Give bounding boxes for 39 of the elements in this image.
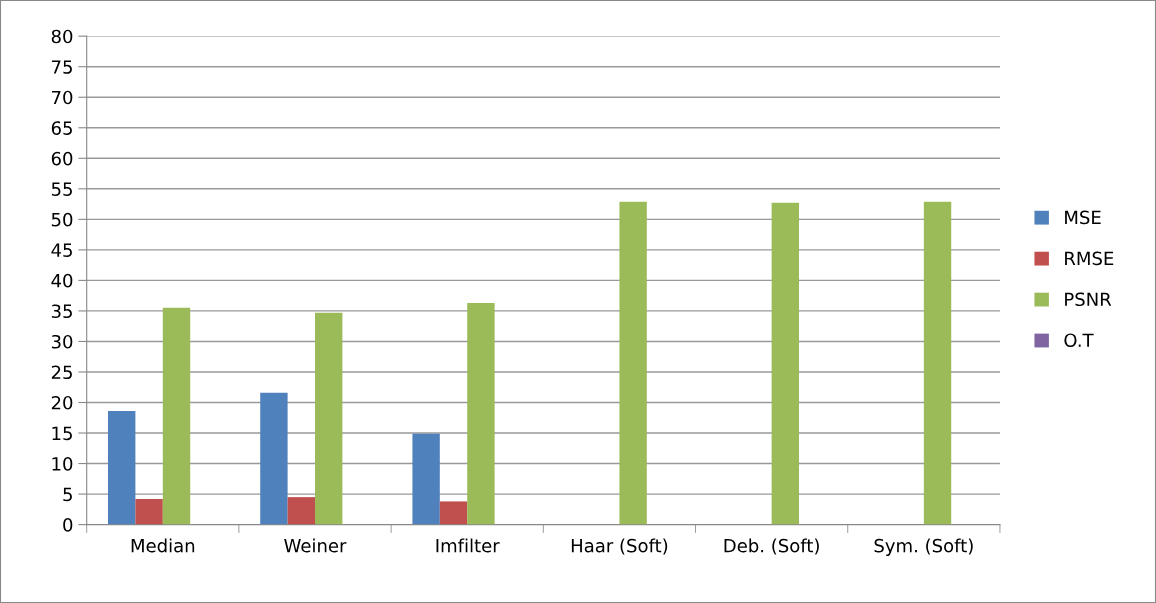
y-tick-label: 75 (52, 60, 72, 74)
y-tick-label: 50 (51, 212, 73, 227)
y-tick-label: 30 (51, 334, 73, 349)
x-tick-label: Haar (Soft) (571, 538, 668, 555)
y-tick-label: 55 (51, 182, 72, 196)
bar (439, 501, 468, 525)
bar (260, 392, 288, 525)
bar (467, 302, 495, 525)
bar (287, 497, 316, 525)
y-tick-label: 0 (63, 518, 73, 532)
y-tick-label: 60 (51, 151, 73, 166)
y-tick-label: 35 (51, 304, 72, 319)
legend-label: O.T (1064, 333, 1094, 348)
x-tick-label: Deb. (Soft) (724, 538, 819, 555)
legend-label: RMSE (1065, 251, 1114, 266)
y-tick-label: 70 (52, 90, 73, 105)
x-tick-label: Imfilter (436, 538, 500, 553)
y-tick-label: 65 (51, 121, 72, 135)
bar (108, 411, 136, 525)
bar (923, 201, 952, 525)
bar (162, 307, 191, 525)
legend-label: PSNR (1065, 292, 1112, 307)
legend-label: MSE (1065, 210, 1101, 225)
y-tick-label: 80 (51, 29, 73, 44)
y-tick-label: 25 (51, 365, 72, 380)
y-tick-label: 20 (51, 395, 73, 410)
x-tick-label: Median (131, 538, 195, 553)
y-tick-label: 40 (51, 273, 73, 288)
bar (315, 312, 343, 525)
bar (135, 498, 163, 525)
bar (771, 202, 800, 525)
bar (412, 433, 440, 525)
bar (619, 201, 647, 525)
x-tick-label: Sym. (Soft) (874, 538, 973, 556)
y-tick-label: 15 (52, 426, 72, 441)
x-tick-label: Weiner (284, 538, 347, 553)
y-tick-label: 5 (63, 487, 72, 502)
y-tick-label: 10 (52, 457, 73, 471)
y-tick-label: 45 (51, 243, 72, 257)
